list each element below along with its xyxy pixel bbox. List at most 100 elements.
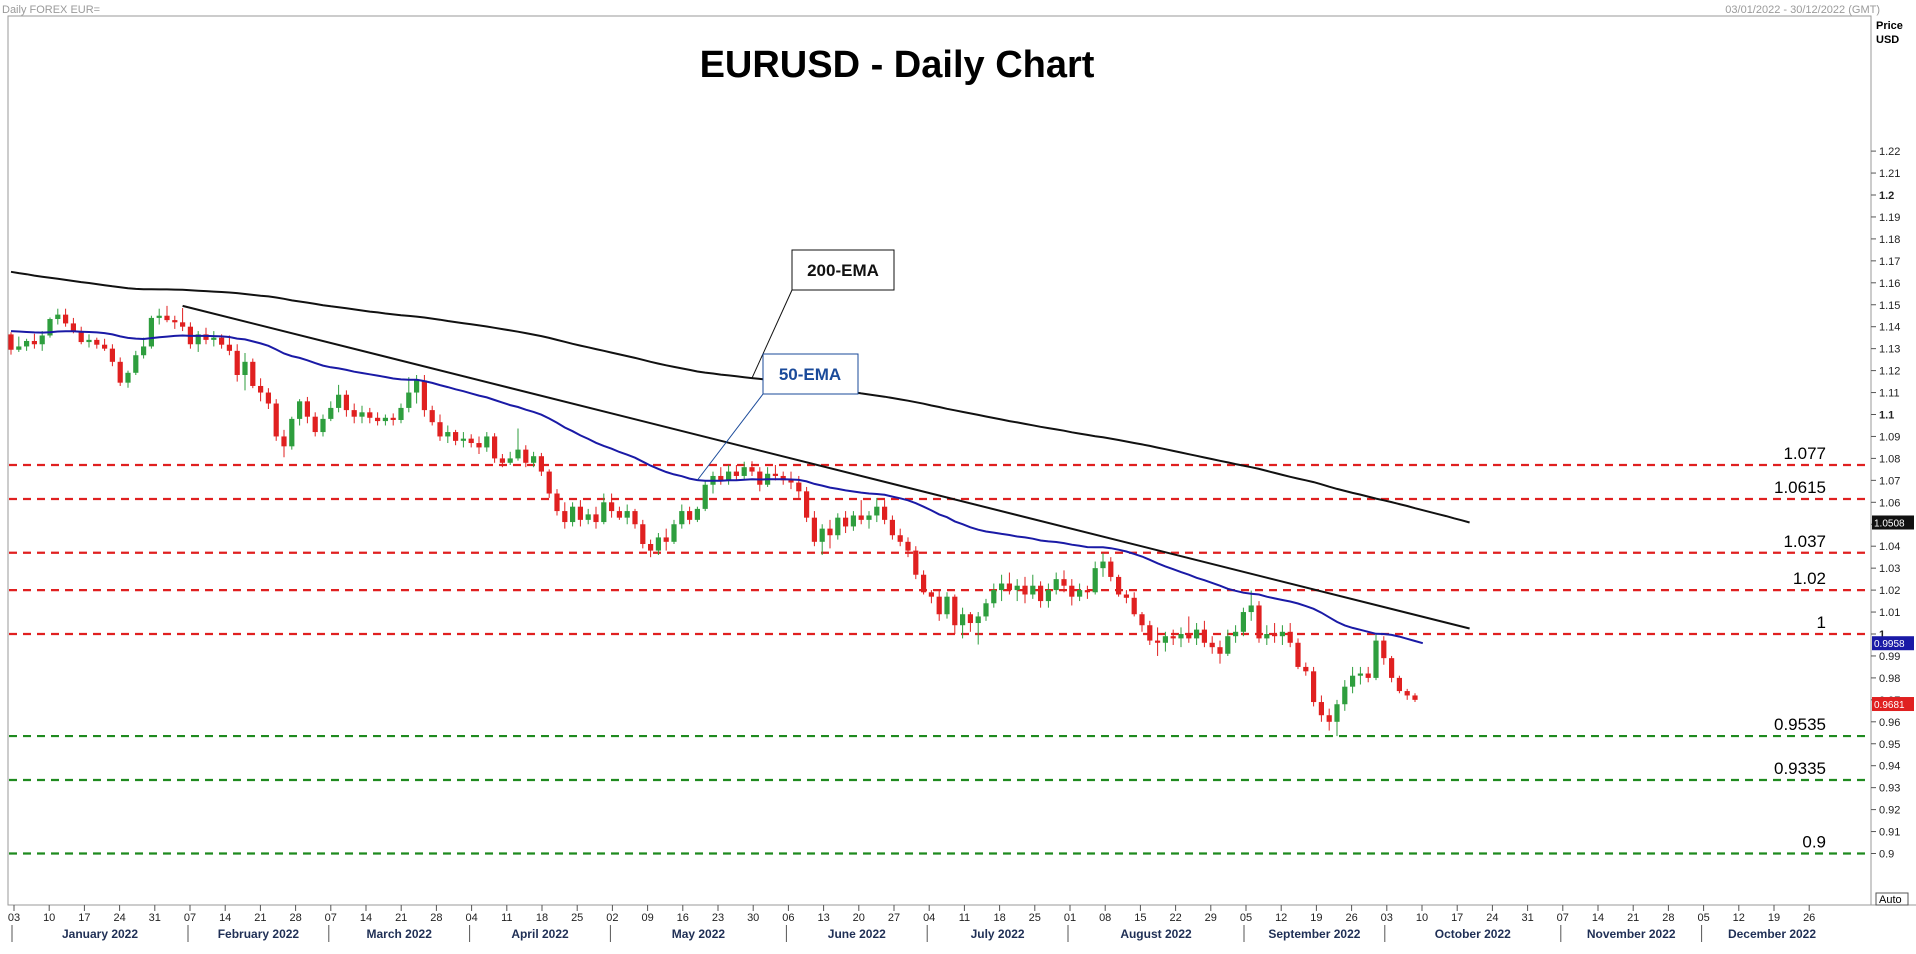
candle-body bbox=[55, 314, 61, 320]
price-tick-label: 1.04 bbox=[1879, 541, 1900, 553]
candle bbox=[811, 511, 817, 547]
candle-body bbox=[624, 511, 630, 518]
ema50-label: 50-EMA bbox=[779, 365, 841, 384]
level-label-1-037: 1.037 bbox=[1783, 532, 1826, 551]
candle bbox=[1178, 627, 1184, 648]
candle bbox=[180, 308, 186, 332]
candle bbox=[889, 515, 895, 540]
candle bbox=[694, 506, 700, 523]
candle bbox=[460, 432, 466, 448]
ema200-line bbox=[10, 270, 1470, 524]
candle bbox=[1022, 576, 1028, 604]
candle-body bbox=[406, 392, 412, 408]
candle bbox=[109, 344, 115, 367]
candle-body bbox=[211, 337, 217, 340]
candle-body bbox=[1256, 605, 1262, 639]
candle-body bbox=[499, 458, 505, 463]
candle-body bbox=[1038, 585, 1044, 602]
candle bbox=[390, 413, 396, 426]
candle bbox=[733, 464, 739, 481]
candle bbox=[1061, 570, 1067, 593]
candle bbox=[546, 469, 552, 498]
candle-body bbox=[562, 511, 568, 523]
candle bbox=[1295, 638, 1301, 670]
candle-body bbox=[460, 438, 466, 441]
time-tick-label: 25 bbox=[571, 912, 583, 924]
candle-body bbox=[390, 417, 396, 420]
candle-body bbox=[1334, 704, 1340, 722]
time-tick-label: 17 bbox=[78, 912, 90, 924]
time-tick-label: 21 bbox=[395, 912, 407, 924]
candle bbox=[398, 403, 404, 424]
candle bbox=[1084, 585, 1090, 599]
candle bbox=[991, 583, 997, 608]
candle-body bbox=[694, 508, 700, 520]
candle bbox=[1194, 623, 1200, 645]
price-tick-label: 1.06 bbox=[1879, 497, 1900, 509]
candle-body bbox=[1264, 634, 1270, 639]
candle-body bbox=[726, 471, 732, 481]
candle-body bbox=[811, 517, 817, 542]
candle bbox=[1123, 590, 1129, 604]
candle-body bbox=[226, 344, 232, 351]
candle bbox=[375, 412, 381, 426]
candle-body bbox=[78, 331, 84, 343]
candle bbox=[1350, 666, 1356, 694]
candle bbox=[616, 506, 622, 520]
candle-body bbox=[858, 515, 864, 520]
chart-title: EURUSD - Daily Chart bbox=[700, 44, 1095, 86]
candle-body bbox=[31, 340, 37, 345]
trendline-layer bbox=[182, 304, 1470, 630]
candle-body bbox=[343, 394, 349, 411]
candle bbox=[570, 502, 576, 527]
candle bbox=[1318, 695, 1324, 722]
month-label: February 2022 bbox=[218, 927, 300, 941]
candle bbox=[1170, 629, 1176, 645]
price-tick-label: 1.21 bbox=[1879, 168, 1900, 180]
candle-body bbox=[1201, 629, 1207, 643]
candle bbox=[445, 425, 451, 444]
candle bbox=[928, 590, 934, 604]
candle-body bbox=[975, 616, 981, 624]
level-label-0-9335: 0.9335 bbox=[1774, 759, 1826, 778]
candle bbox=[156, 308, 162, 325]
candle-body bbox=[133, 355, 139, 373]
candle-body bbox=[70, 323, 76, 332]
level-label-1-077: 1.077 bbox=[1783, 444, 1826, 463]
candle bbox=[1147, 620, 1153, 645]
candle-body bbox=[102, 344, 108, 349]
candle bbox=[741, 461, 747, 481]
candle bbox=[1162, 631, 1168, 652]
candle bbox=[921, 570, 927, 595]
candle bbox=[164, 305, 170, 323]
candle bbox=[975, 612, 981, 645]
candle bbox=[866, 511, 872, 529]
candle bbox=[265, 388, 271, 410]
price-axis-title: Price bbox=[1876, 20, 1903, 32]
time-tick-label: 22 bbox=[1169, 912, 1181, 924]
candle bbox=[538, 452, 544, 476]
candle-body bbox=[952, 596, 958, 626]
candle bbox=[1279, 625, 1285, 645]
candle bbox=[437, 414, 443, 441]
candle-body bbox=[757, 471, 763, 485]
time-tick-label: 05 bbox=[1240, 912, 1252, 924]
price-tick-label: 1.09 bbox=[1879, 431, 1900, 443]
price-tick-label: 1.2 bbox=[1879, 190, 1894, 202]
candle bbox=[1412, 693, 1418, 703]
price-tag-box bbox=[1872, 636, 1914, 651]
candle-body bbox=[1326, 715, 1332, 722]
candle-body bbox=[351, 410, 357, 417]
candle-body bbox=[476, 443, 482, 448]
ema200-label: 200-EMA bbox=[807, 261, 879, 280]
auto-scale-button[interactable] bbox=[1875, 892, 1909, 906]
candle bbox=[1256, 601, 1262, 643]
time-tick-label: 31 bbox=[1521, 912, 1533, 924]
candle-body bbox=[655, 537, 661, 551]
candle bbox=[967, 612, 973, 632]
candle bbox=[281, 429, 287, 458]
price-tick-label: 0.98 bbox=[1879, 673, 1900, 685]
time-tick-label: 12 bbox=[1733, 912, 1745, 924]
candle bbox=[624, 504, 630, 525]
time-tick-label: 23 bbox=[712, 912, 724, 924]
